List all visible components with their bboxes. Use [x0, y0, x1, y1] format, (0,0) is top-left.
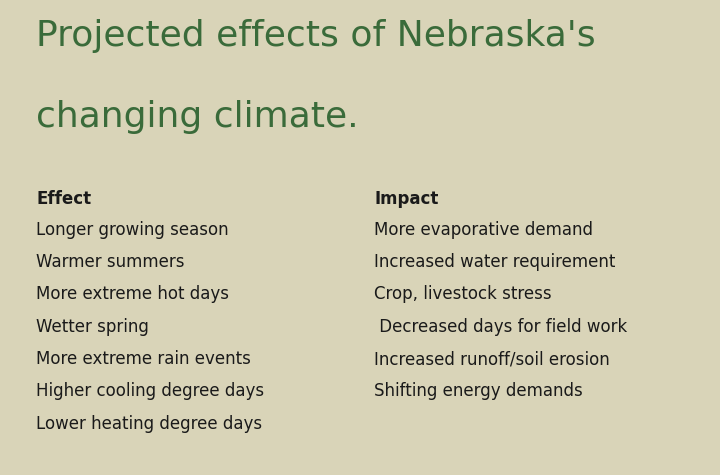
Text: Lower heating degree days: Lower heating degree days: [36, 415, 262, 433]
Text: Effect: Effect: [36, 190, 91, 208]
Text: Decreased days for field work: Decreased days for field work: [374, 318, 628, 336]
Text: More extreme rain events: More extreme rain events: [36, 350, 251, 368]
Text: Crop, livestock stress: Crop, livestock stress: [374, 285, 552, 304]
Text: More extreme hot days: More extreme hot days: [36, 285, 229, 304]
Text: Wetter spring: Wetter spring: [36, 318, 149, 336]
Text: Projected effects of Nebraska's: Projected effects of Nebraska's: [36, 19, 595, 53]
Text: Shifting energy demands: Shifting energy demands: [374, 382, 583, 400]
Text: Increased runoff/soil erosion: Increased runoff/soil erosion: [374, 350, 610, 368]
Text: Longer growing season: Longer growing season: [36, 221, 229, 239]
Text: changing climate.: changing climate.: [36, 100, 359, 134]
Text: Increased water requirement: Increased water requirement: [374, 253, 616, 271]
Text: More evaporative demand: More evaporative demand: [374, 221, 593, 239]
Text: Warmer summers: Warmer summers: [36, 253, 184, 271]
Text: Higher cooling degree days: Higher cooling degree days: [36, 382, 264, 400]
Text: Impact: Impact: [374, 190, 438, 208]
